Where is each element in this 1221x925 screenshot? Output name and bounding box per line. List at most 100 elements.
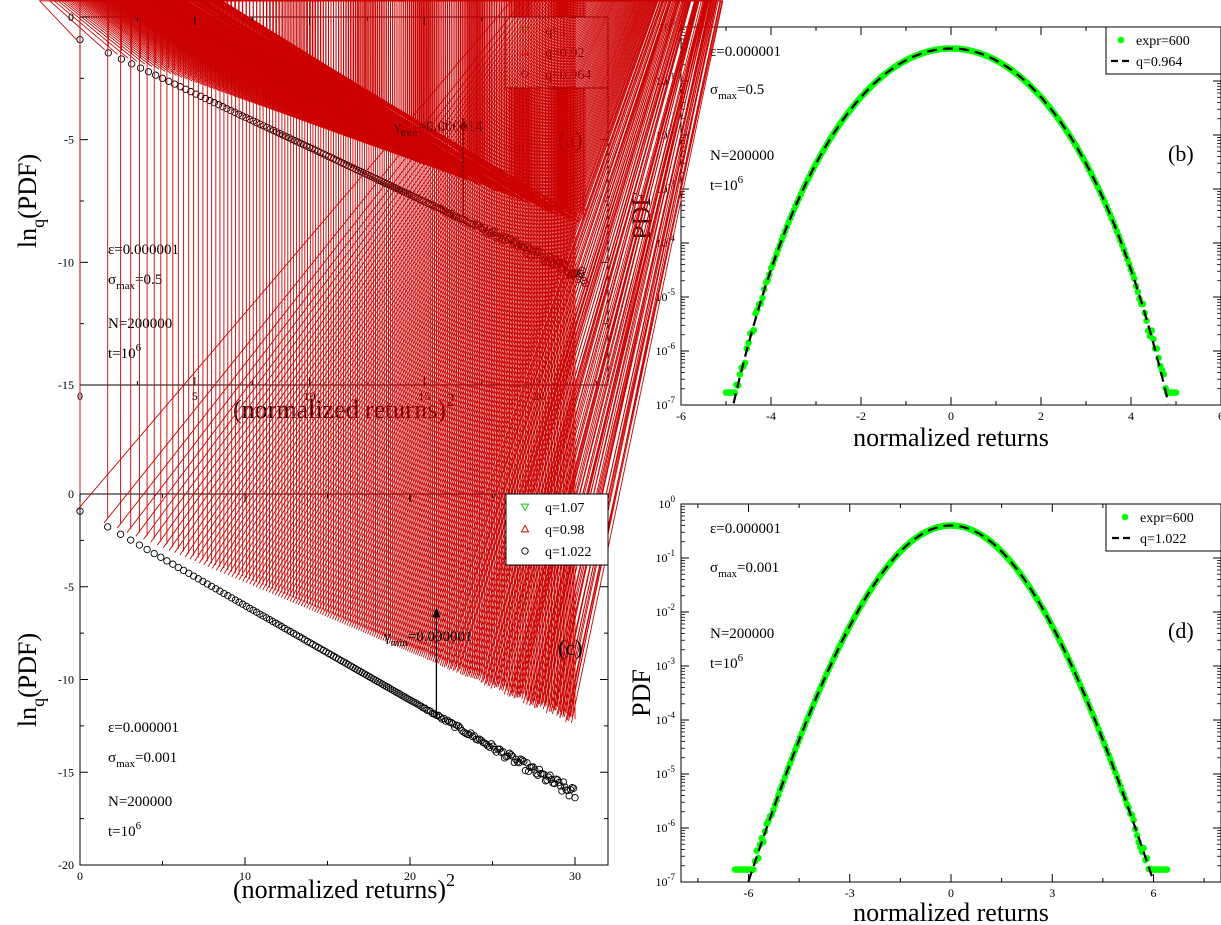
panel-c-y-axis-label: lnq(PDF) (13, 633, 48, 727)
x-tick-label: -6 (744, 886, 754, 900)
x-tick-label: 10 (239, 869, 251, 883)
panel-c: 0 10 20 30 0 -5 -10 -15 -20 (normalized returns)… (13, 0, 724, 904)
y-tick-label: 0 (68, 10, 74, 24)
data-point (436, 713, 444, 721)
y-tick-label: 10-4 (656, 710, 676, 727)
panel-d-ticks: -6 -3 0 3 6 100 10-1 10-2 10-3 10-4 10-5 10-6 10-7 (656, 494, 1221, 900)
panel-b-legend-label-fit: q=0.964 (1136, 55, 1182, 70)
panel-c-x-axis-label: (normalized returns)2 (233, 870, 455, 904)
y-tick-label: 10-6 (656, 341, 676, 358)
data-point (210, 99, 218, 107)
data-point (163, 557, 171, 565)
data-point (201, 94, 210, 103)
y-tick-label: 100 (659, 494, 676, 511)
data-point (451, 723, 459, 732)
data-point (570, 0, 724, 723)
panel-d-legend-label-expr: expr=600 (1140, 511, 1194, 526)
x-tick-label: 0 (948, 409, 954, 423)
x-tick-label: -3 (845, 886, 855, 900)
data-point (454, 722, 463, 730)
x-tick-label: -6 (676, 409, 686, 423)
data-point (135, 541, 144, 549)
panel-c-epsilon-text: ε=0.000001 (108, 720, 179, 736)
panel-c-sigma-text: σmax=0.001 (108, 750, 177, 770)
panel-d-tag: (d) (1168, 618, 1194, 643)
data-point (487, 740, 496, 748)
panel-b-series-expr (722, 45, 1180, 396)
legend-marker-shape (520, 524, 530, 533)
data-point (174, 563, 182, 572)
data-point (461, 729, 470, 737)
panel-c-gamma-annotation: γmin=0.000001 (383, 629, 472, 649)
panel-c-legend-marker-q-high (520, 524, 530, 533)
data-point (263, 123, 271, 132)
data-point (520, 757, 528, 766)
data-point (116, 530, 125, 538)
y-tick-label: -20 (58, 858, 74, 872)
y-tick-label: 0 (68, 487, 74, 501)
panel-d: -6 -3 0 3 6 100 10-1 10-2 10-3 10-4 10-5 10-6 10-7 n… (627, 494, 1221, 925)
data-point (405, 695, 413, 704)
panel-d-epsilon-text: ε=0.000001 (710, 521, 781, 537)
data-point (399, 692, 407, 700)
data-point (417, 702, 425, 710)
panel-d-n-text: N=200000 (710, 626, 774, 642)
data-point (391, 687, 399, 695)
data-point (169, 560, 177, 568)
data-point (206, 96, 214, 105)
x-tick-label: 6 (1151, 886, 1157, 900)
data-point (403, 694, 411, 703)
y-tick-label: 10-6 (656, 818, 676, 835)
data-point (427, 707, 435, 716)
panel-b-legend: expr=600 q=0.964 (1105, 26, 1221, 75)
panel-b-fit-line (732, 47, 1170, 404)
panel-c-legend-label-q-high: q=0.98 (545, 523, 584, 538)
data-point (128, 60, 136, 68)
data-point (231, 108, 239, 116)
data-point (189, 572, 198, 580)
data-point (212, 585, 220, 593)
data-point (411, 699, 419, 707)
data-point (384, 684, 393, 692)
panel-d-legend-marker-expr (1121, 513, 1129, 521)
data-point (371, 676, 380, 684)
data-point (150, 549, 158, 558)
data-point (158, 74, 167, 82)
data-point (1163, 866, 1171, 873)
panel-b-legend-marker-expr (1117, 36, 1125, 44)
data-point (185, 569, 193, 577)
data-point (395, 690, 403, 698)
data-point (465, 730, 473, 739)
panel-b-n-text: N=200000 (710, 148, 774, 164)
data-point (531, 766, 539, 774)
data-point (136, 64, 145, 72)
data-point (246, 604, 254, 612)
data-point (491, 746, 499, 754)
y-tick-label: 10-2 (656, 602, 676, 619)
panel-d-series-expr (731, 522, 1171, 873)
data-point (1150, 335, 1157, 343)
y-tick-label: 10-5 (656, 764, 676, 781)
data-point (764, 276, 771, 284)
data-point (144, 68, 153, 76)
panel-c-legend: q=1.07 q=0.98 q=1.022 (505, 493, 609, 566)
panel-d-legend: expr=600 q=1.022 (1105, 503, 1221, 552)
data-point (1172, 389, 1180, 396)
panel-b-epsilon-text: ε=0.000001 (710, 44, 781, 60)
data-point (152, 71, 160, 79)
panel-c-legend-marker-q-mid (521, 547, 529, 555)
data-point (104, 523, 112, 531)
y-tick-label: -10 (58, 673, 74, 687)
panel-b-x-axis-label: normalized returns (853, 423, 1049, 452)
x-tick-label: 2 (1038, 409, 1044, 423)
x-tick-label: 20 (404, 869, 416, 883)
data-point (117, 55, 126, 63)
data-point (507, 751, 515, 759)
data-point (430, 710, 439, 718)
data-point (220, 589, 228, 598)
data-point (203, 580, 211, 588)
data-point (235, 598, 243, 606)
data-point (207, 582, 216, 591)
panel-b-sigma-text: σmax=0.5 (710, 82, 764, 102)
data-point (228, 594, 236, 602)
